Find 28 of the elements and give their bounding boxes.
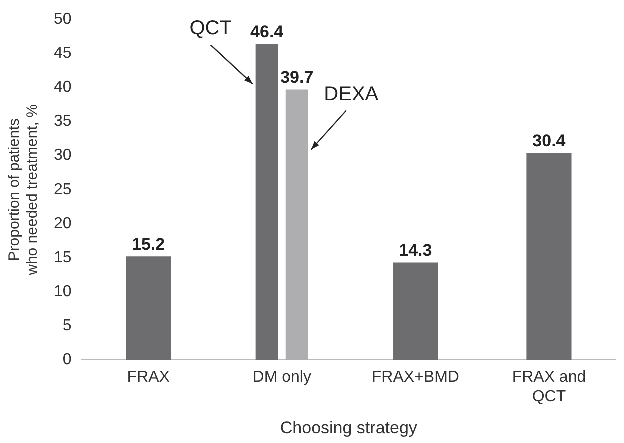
bar bbox=[526, 153, 572, 360]
series-label: QCT bbox=[190, 18, 232, 40]
x-tick-label: DM only bbox=[252, 369, 312, 386]
bar bbox=[126, 256, 172, 360]
y-tick-label: 15 bbox=[54, 249, 72, 266]
series-label: DEXA bbox=[324, 83, 380, 106]
y-tick-label: 20 bbox=[54, 215, 72, 232]
y-tick-label: 0 bbox=[62, 352, 72, 369]
bar bbox=[393, 262, 438, 360]
y-tick-label: 50 bbox=[54, 11, 72, 28]
data-label: 46.4 bbox=[250, 22, 284, 42]
x-tick-label: FRAX bbox=[127, 369, 170, 386]
x-tick-label: FRAX+BMD bbox=[372, 369, 460, 386]
bar bbox=[286, 90, 308, 360]
y-axis-title: Proportion of patients who needed treatment, % bbox=[6, 104, 42, 276]
data-label: 15.2 bbox=[132, 234, 166, 254]
y-tick-label: 40 bbox=[54, 79, 72, 96]
y-tick-label: 30 bbox=[54, 147, 72, 164]
y-tick-label: 35 bbox=[54, 113, 72, 130]
data-label: 30.4 bbox=[532, 131, 566, 150]
data-label: 14.3 bbox=[399, 240, 432, 260]
x-tick-label: FRAX and QCT bbox=[512, 369, 586, 406]
x-axis-title: Choosing strategy bbox=[280, 418, 418, 438]
y-tick-label: 45 bbox=[54, 45, 72, 62]
y-tick-label: 5 bbox=[62, 318, 72, 335]
data-label: 39.7 bbox=[280, 68, 314, 87]
y-tick-label: 25 bbox=[54, 181, 72, 198]
y-tick-label: 10 bbox=[54, 283, 72, 300]
